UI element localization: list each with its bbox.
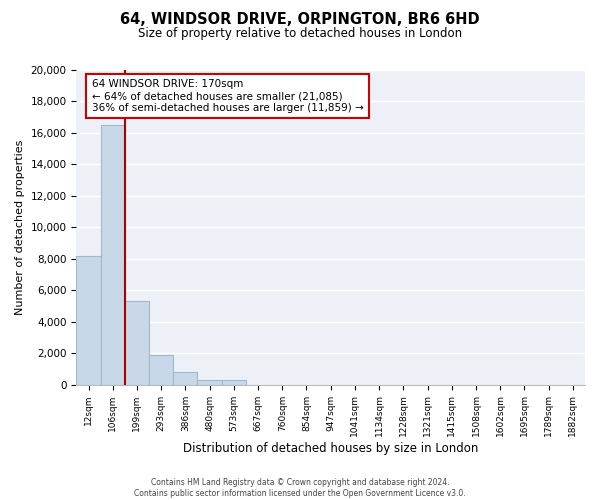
Bar: [149, 356, 173, 384]
Bar: [222, 380, 246, 384]
Text: 64 WINDSOR DRIVE: 170sqm
← 64% of detached houses are smaller (21,085)
36% of se: 64 WINDSOR DRIVE: 170sqm ← 64% of detach…: [92, 80, 364, 112]
Bar: [101, 125, 125, 384]
X-axis label: Distribution of detached houses by size in London: Distribution of detached houses by size …: [183, 442, 478, 455]
Bar: [173, 372, 197, 384]
Text: Contains HM Land Registry data © Crown copyright and database right 2024.
Contai: Contains HM Land Registry data © Crown c…: [134, 478, 466, 498]
Text: Size of property relative to detached houses in London: Size of property relative to detached ho…: [138, 28, 462, 40]
Bar: [76, 256, 101, 384]
Text: 64, WINDSOR DRIVE, ORPINGTON, BR6 6HD: 64, WINDSOR DRIVE, ORPINGTON, BR6 6HD: [120, 12, 480, 28]
Bar: [125, 301, 149, 384]
Y-axis label: Number of detached properties: Number of detached properties: [15, 140, 25, 315]
Bar: [197, 380, 222, 384]
